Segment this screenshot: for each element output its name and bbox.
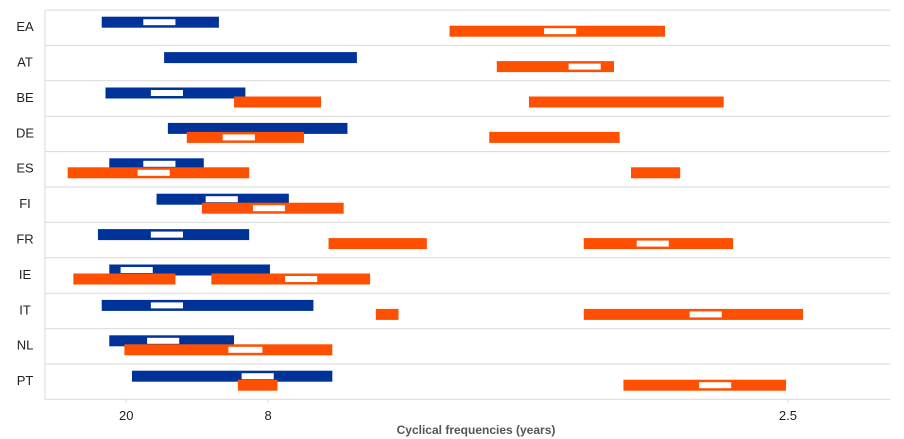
range-bar bbox=[489, 131, 620, 143]
range-marker bbox=[150, 90, 183, 96]
range-marker bbox=[228, 346, 263, 353]
category-label: NL bbox=[17, 338, 34, 353]
range-marker bbox=[222, 134, 255, 141]
x-axis-title: Cyclical frequencies (years) bbox=[397, 423, 556, 437]
range-bar bbox=[328, 238, 427, 250]
range-marker bbox=[568, 63, 601, 70]
range-marker bbox=[143, 19, 176, 26]
category-label: IE bbox=[19, 267, 32, 282]
category-label: FI bbox=[19, 196, 31, 211]
range-bar bbox=[109, 264, 270, 276]
range-marker bbox=[150, 302, 183, 309]
category-label: IT bbox=[19, 302, 31, 317]
range-bar bbox=[164, 52, 357, 64]
category-label: AT bbox=[17, 55, 33, 70]
range-marker bbox=[120, 267, 153, 273]
category-label: DE bbox=[16, 125, 34, 140]
range-marker bbox=[689, 311, 722, 318]
category-label: ES bbox=[16, 161, 34, 176]
range-bar bbox=[101, 299, 314, 311]
range-bar bbox=[237, 379, 278, 391]
range-bar bbox=[234, 96, 321, 108]
category-label: FR bbox=[16, 232, 33, 247]
range-bar bbox=[631, 167, 681, 179]
x-tick-label: 8 bbox=[264, 408, 271, 423]
range-marker bbox=[137, 169, 170, 176]
range-marker bbox=[205, 196, 238, 203]
range-marker bbox=[150, 231, 183, 238]
range-bar bbox=[131, 370, 333, 382]
range-marker bbox=[252, 205, 286, 212]
range-bar bbox=[167, 122, 348, 134]
range-bar bbox=[528, 96, 724, 108]
x-tick-label: 2.5 bbox=[779, 408, 797, 423]
range-bar bbox=[73, 273, 176, 285]
range-marker bbox=[147, 337, 180, 344]
range-bar bbox=[375, 308, 399, 320]
range-marker bbox=[636, 240, 669, 247]
category-label: EA bbox=[16, 19, 34, 34]
x-tick-label: 20 bbox=[119, 408, 133, 423]
range-bar bbox=[124, 344, 333, 356]
range-marker bbox=[241, 373, 274, 380]
range-marker bbox=[143, 160, 176, 167]
range-bar bbox=[496, 61, 615, 73]
category-label: PT bbox=[17, 373, 34, 388]
range-marker bbox=[699, 382, 732, 389]
category-label: BE bbox=[16, 90, 34, 105]
range-marker bbox=[544, 28, 577, 35]
range-marker bbox=[285, 276, 318, 282]
